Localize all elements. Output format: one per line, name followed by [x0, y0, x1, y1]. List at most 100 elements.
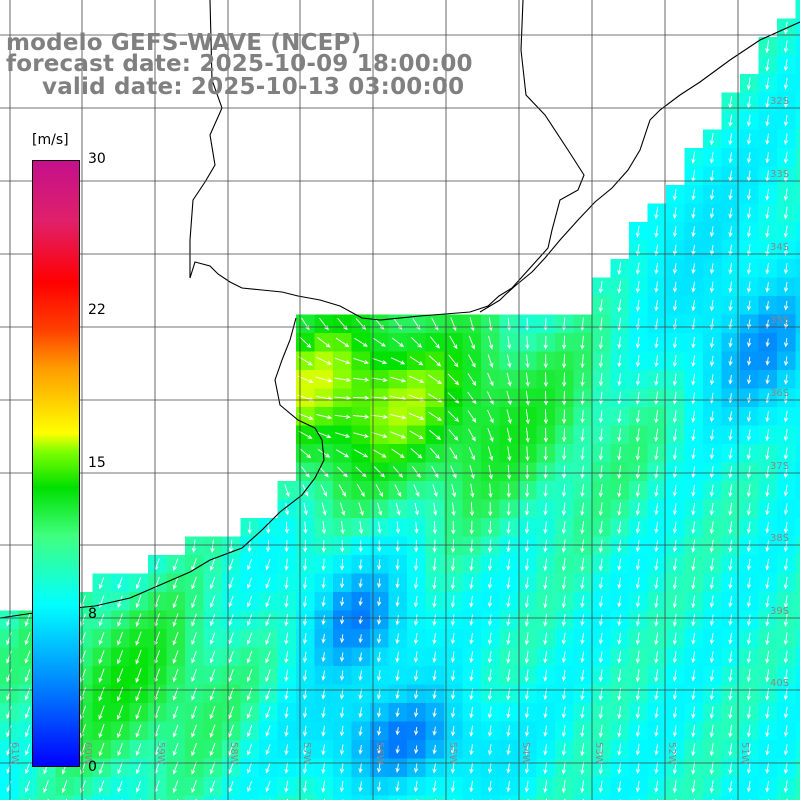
wind-arrow [617, 577, 622, 590]
wind-arrow [303, 502, 308, 516]
wind-arrow [358, 634, 363, 644]
wind-arrow [191, 632, 197, 646]
wind-arrow [691, 244, 696, 256]
wind-arrow [24, 650, 31, 664]
wind-arrow [372, 357, 388, 365]
wind-arrow [598, 483, 603, 498]
wind-arrow [299, 448, 312, 459]
wind-arrow [524, 744, 530, 756]
wind-arrow [709, 337, 715, 349]
wind-arrow [746, 650, 751, 664]
wind-arrow [302, 688, 308, 700]
wind-arrow [284, 651, 289, 664]
wind-arrow [358, 781, 363, 793]
wind-arrow [746, 262, 752, 275]
latitude-label: 32S [770, 96, 789, 107]
wind-arrow [765, 319, 770, 329]
wind-arrow [746, 743, 752, 756]
wind-arrow [24, 743, 31, 756]
wind-arrow [654, 558, 659, 571]
wind-arrow [672, 651, 678, 664]
latitude-label: 37S [770, 461, 789, 472]
wind-arrow [746, 614, 752, 627]
wind-arrow [524, 595, 529, 609]
wind-arrow [635, 577, 641, 590]
wind-arrow [598, 373, 604, 387]
wind-arrow [467, 410, 477, 423]
wind-arrow [525, 446, 530, 462]
speed-cell [795, 351, 800, 371]
wind-arrow [746, 465, 751, 479]
wind-arrow [506, 558, 511, 571]
wind-arrow [284, 707, 289, 719]
wind-arrow [691, 226, 696, 238]
wind-arrow [598, 558, 603, 572]
wind-arrow [617, 614, 622, 627]
wind-arrow [337, 466, 348, 478]
wind-arrow [691, 466, 696, 479]
wind-arrow [353, 432, 370, 438]
wind-arrow [414, 540, 419, 553]
wind-arrow [487, 520, 493, 535]
wind-arrow [654, 650, 659, 664]
wind-arrow [709, 669, 715, 682]
wind-arrow [746, 484, 751, 498]
speed-cell [795, 92, 800, 112]
wind-arrow [691, 263, 696, 275]
wind-arrow [427, 393, 443, 403]
wind-arrow [413, 484, 420, 497]
wind-arrow [691, 632, 696, 645]
wind-arrow [783, 780, 789, 793]
wind-arrow [414, 502, 419, 516]
wind-arrow [116, 686, 124, 702]
wind-arrow [728, 374, 733, 385]
wind-arrow [635, 540, 641, 553]
wind-arrow [209, 743, 216, 757]
wind-arrow [392, 337, 405, 348]
speed-cell [740, 795, 760, 800]
wind-arrow [487, 428, 494, 443]
wind-arrow [451, 502, 456, 517]
wind-arrow [284, 521, 290, 534]
wind-arrow [728, 632, 733, 645]
wind-arrow [709, 614, 715, 627]
wind-arrow [783, 133, 789, 146]
wind-arrow [691, 447, 696, 460]
wind-arrow [765, 133, 770, 145]
longitude-label: 51W [739, 742, 750, 765]
wind-arrow [561, 335, 567, 350]
wind-arrow [635, 502, 640, 516]
speed-cell [795, 18, 800, 38]
wind-arrow [191, 576, 197, 590]
wind-arrow [672, 336, 678, 349]
wind-arrow [321, 652, 326, 663]
wind-arrow [765, 281, 770, 293]
wind-arrow [371, 396, 389, 401]
wind-arrow [376, 633, 382, 644]
wind-arrow [783, 319, 789, 329]
wind-arrow [598, 706, 603, 720]
wind-arrow [228, 743, 234, 756]
wind-arrow [6, 632, 12, 646]
wind-arrow [265, 558, 271, 571]
wind-arrow [709, 521, 714, 535]
wind-arrow [335, 337, 350, 348]
wind-arrow [372, 449, 387, 458]
wind-arrow [747, 356, 752, 366]
wind-arrow [470, 483, 475, 498]
wind-arrow [468, 446, 476, 461]
wind-arrow [598, 761, 603, 775]
wind-arrow [765, 540, 770, 553]
wind-arrow [635, 336, 641, 349]
wind-arrow [709, 706, 714, 720]
wind-arrow [672, 188, 678, 201]
wind-arrow [543, 595, 548, 609]
wind-arrow [728, 411, 733, 423]
speed-cell [481, 795, 501, 800]
speed-cell [74, 795, 94, 800]
wind-arrow [654, 669, 659, 683]
wind-arrow [246, 706, 253, 719]
wind-arrow [617, 428, 622, 442]
wind-arrow [432, 614, 437, 627]
wind-arrow [506, 372, 512, 387]
